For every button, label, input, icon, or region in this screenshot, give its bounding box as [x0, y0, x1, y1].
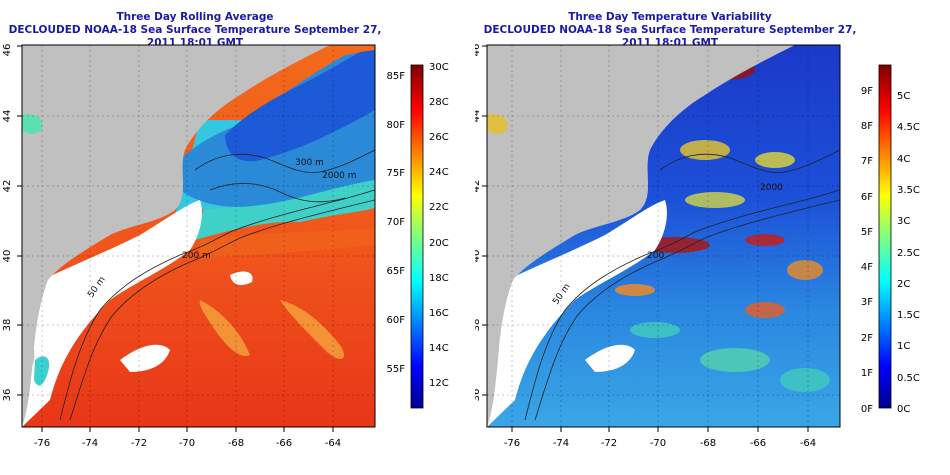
sst-variability-map: 200 2000 50 m -76 -74 -72 -70 -68 -66 -6… — [475, 44, 920, 449]
colorbar-c-label: 12C — [429, 378, 449, 389]
y-tick-label: 38 — [475, 319, 482, 332]
x-tick-label: -76 — [504, 438, 520, 449]
y-tick-label: 40 — [2, 250, 13, 263]
colorbar-c-label: 2C — [897, 279, 910, 290]
colorbar-f-label: 2F — [861, 333, 873, 344]
colorbar-c-label: 1C — [897, 341, 910, 352]
sst-average-panel: Three Day Rolling Average DECLOUDED NOAA… — [2, 11, 449, 449]
land-mass — [487, 45, 795, 427]
y-tick-label: 46 — [475, 44, 482, 57]
x-tick-label: -68 — [700, 438, 716, 449]
colorbar-c-label: 24C — [429, 167, 449, 178]
temperature-colorbar — [410, 64, 424, 409]
colorbar-c-label: 5C — [897, 91, 910, 102]
contour-label: 200 m — [182, 251, 211, 261]
colorbar-c-label: 1.5C — [897, 310, 920, 321]
x-tick-label: -76 — [34, 438, 50, 449]
x-tick-label: -74 — [553, 438, 569, 449]
x-tick-label: -74 — [82, 438, 98, 449]
colorbar-c-label: 22C — [429, 202, 449, 213]
y-tick-label: 42 — [2, 180, 13, 193]
colorbar-f-label: 85F — [387, 71, 406, 82]
colorbar-f-label: 3F — [861, 297, 873, 308]
cloud-mask — [487, 200, 667, 427]
cloud-mask — [22, 200, 202, 427]
x-tick-label: -70 — [650, 438, 666, 449]
x-tick-label: -64 — [800, 438, 816, 449]
contour-label: 300 m — [295, 158, 324, 168]
colorbar-c-label: 3.5C — [897, 185, 920, 196]
y-tick-label: 36 — [2, 389, 13, 402]
colorbar-c-label: 28C — [429, 97, 449, 108]
sst-average-map: 200 m 300 m 2000 m 50 m -76 -74 -72 -70 … — [2, 44, 449, 449]
x-tick-label: -70 — [179, 438, 195, 449]
colorbar-f-label: 6F — [861, 192, 873, 203]
colorbar-c-label: 2.5C — [897, 248, 920, 259]
panel-title: Three Day Temperature Variability — [568, 11, 772, 23]
colorbar-c-label: 26C — [429, 132, 449, 143]
y-tick-label: 46 — [2, 44, 13, 57]
x-tick-label: -66 — [276, 438, 292, 449]
contour-label: 2000 — [760, 183, 783, 193]
colorbar-c-label: 0C — [897, 404, 910, 415]
x-tick-label: -64 — [325, 438, 341, 449]
colorbar-c-label: 4.5C — [897, 122, 920, 133]
bathymetry-contours — [59, 149, 375, 421]
contour-label: 2000 m — [322, 171, 357, 181]
colorbar-c-label: 4C — [897, 154, 910, 165]
x-tick-label: -66 — [750, 438, 766, 449]
colorbar-c-label: 20C — [429, 238, 449, 249]
map-frame — [486, 44, 841, 428]
colorbar-f-label: 75F — [387, 168, 406, 179]
colorbar-c-label: 30C — [429, 62, 449, 73]
colorbar-c-label: 14C — [429, 343, 449, 354]
colorbar-f-label: 70F — [387, 217, 406, 228]
colorbar-f-label: 1F — [861, 368, 873, 379]
colorbar-f-label: 8F — [861, 121, 873, 132]
map-frame — [21, 44, 376, 428]
colorbar-f-label: 7F — [861, 156, 873, 167]
variability-patches — [615, 60, 830, 392]
y-tick-label: 40 — [475, 250, 482, 263]
colorbar-c-label: 3C — [897, 216, 910, 227]
x-tick-label: -72 — [131, 438, 147, 449]
colorbar-f-label: 0F — [861, 404, 873, 415]
y-tick-label: 44 — [475, 110, 482, 123]
y-tick-label: 42 — [475, 180, 482, 193]
sst-variability-panel: Three Day Temperature Variability DECLOU… — [475, 0, 950, 475]
bathymetry-contours — [524, 149, 840, 421]
colorbar-c-label: 16C — [429, 308, 449, 319]
colorbar-f-label: 60F — [387, 315, 406, 326]
colorbar-f-label: 4F — [861, 262, 873, 273]
variability-colorbar — [878, 64, 892, 409]
colorbar-f-label: 55F — [387, 364, 406, 375]
colorbar-f-label: 9F — [861, 86, 873, 97]
y-tick-label: 38 — [2, 319, 13, 332]
x-tick-label: -72 — [601, 438, 617, 449]
panel-title: Three Day Rolling Average — [116, 11, 274, 23]
y-tick-label: 44 — [2, 110, 13, 123]
contour-label: 200 — [647, 251, 664, 261]
colorbar-f-label: 80F — [387, 120, 406, 131]
y-tick-label: 36 — [475, 389, 482, 402]
colorbar-c-label: 18C — [429, 273, 449, 284]
colorbar-f-label: 5F — [861, 227, 873, 238]
colorbar-c-label: 0.5C — [897, 373, 920, 384]
land-mass — [22, 45, 330, 427]
colorbar-f-label: 65F — [387, 266, 406, 277]
x-tick-label: -68 — [228, 438, 244, 449]
